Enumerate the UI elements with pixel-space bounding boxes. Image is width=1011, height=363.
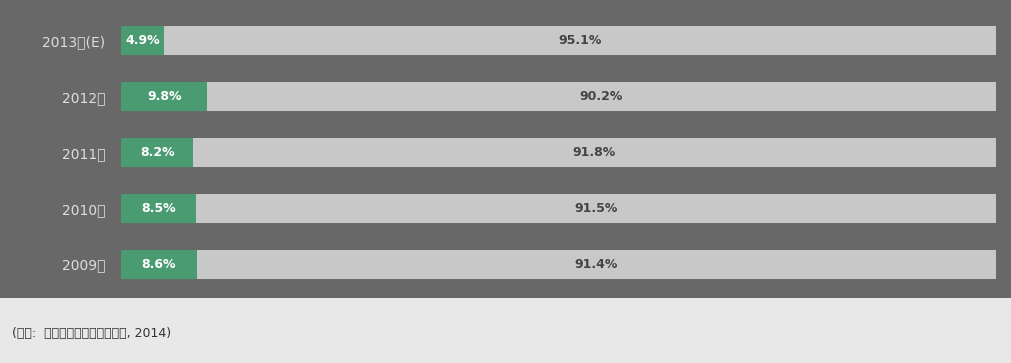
Bar (121, 194, 196, 223)
Bar (196, 194, 996, 223)
Bar (121, 82, 207, 111)
Bar (121, 26, 164, 55)
Text: 90.2%: 90.2% (579, 90, 623, 103)
Text: 8.6%: 8.6% (142, 258, 176, 271)
Bar (196, 250, 996, 279)
Bar (121, 138, 193, 167)
Text: 8.2%: 8.2% (140, 146, 175, 159)
Bar (207, 82, 996, 111)
Bar (193, 138, 996, 167)
Text: 91.4%: 91.4% (574, 258, 618, 271)
Text: 8.5%: 8.5% (142, 202, 176, 215)
Bar (121, 250, 196, 279)
Text: 4.9%: 4.9% (125, 34, 160, 47)
Text: 91.5%: 91.5% (574, 202, 618, 215)
Text: 91.8%: 91.8% (573, 146, 616, 159)
Text: (출잘:  한국데이터베이스진흥원, 2014): (출잘: 한국데이터베이스진흥원, 2014) (12, 327, 171, 340)
Text: 9.8%: 9.8% (147, 90, 181, 103)
Text: 95.1%: 95.1% (558, 34, 602, 47)
Bar (164, 26, 996, 55)
